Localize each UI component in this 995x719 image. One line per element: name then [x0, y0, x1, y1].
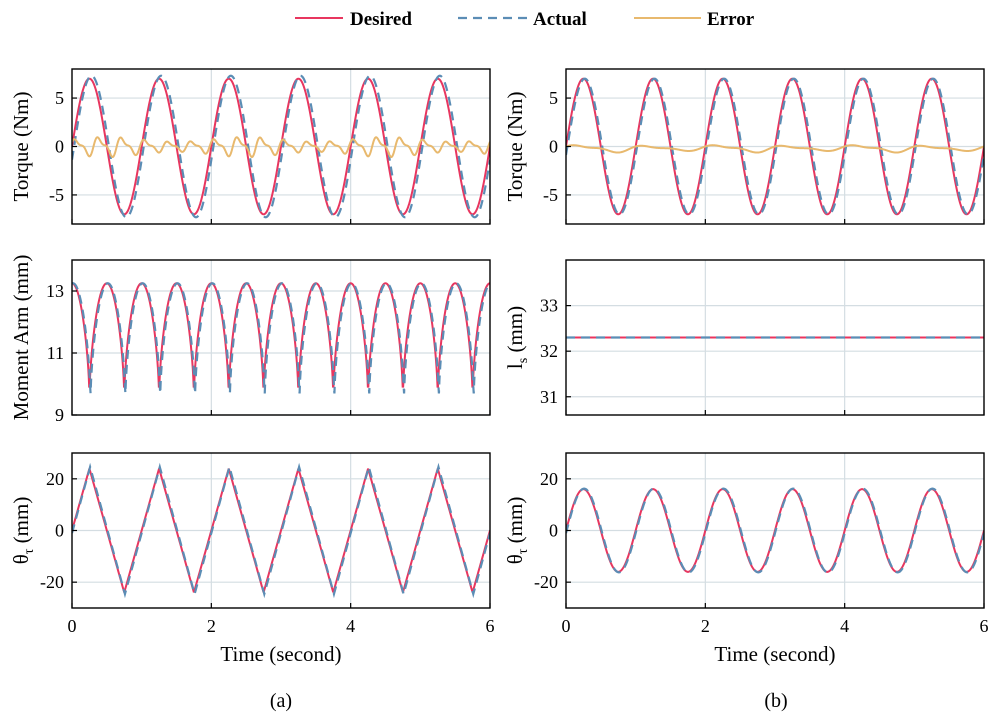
- y-tick-label: 0: [549, 521, 558, 541]
- legend-error-label: Error: [707, 9, 755, 30]
- series-desired-line: [72, 77, 490, 216]
- y-axis-label: ls (mm): [503, 306, 531, 369]
- y-tick-label: 31: [540, 387, 558, 407]
- y-tick-label: 0: [55, 137, 64, 157]
- y-axis-label: Torque (Nm): [9, 92, 33, 202]
- y-tick-label: 0: [55, 521, 64, 541]
- caption-a: (a): [270, 690, 292, 712]
- legend: Desired Actual Error: [295, 9, 755, 30]
- panel-b-ls: 33 32 31 ls (mm): [503, 259, 985, 416]
- legend-desired-label: Desired: [350, 9, 412, 30]
- x-tick-label: 4: [346, 616, 355, 636]
- x-axis-label: Time (second): [714, 642, 835, 666]
- panel-a-torque: 5 0 -5 Torque (Nm): [9, 68, 491, 225]
- axes-frame: [565, 259, 985, 416]
- x-tick-label: 6: [486, 616, 495, 636]
- y-tick-label: 11: [47, 343, 64, 363]
- series-actual-line: [566, 487, 984, 574]
- axes-frame: [71, 259, 491, 416]
- panel-a-theta: 20 0 -20 0 2 4 6 Time (second) θτ (mm): [9, 452, 495, 666]
- x-tick-label: 2: [701, 616, 710, 636]
- y-axis-label: θτ (mm): [9, 497, 37, 565]
- series-actual-line: [72, 462, 490, 599]
- y-tick-label: 32: [540, 341, 558, 361]
- series-error-line: [566, 144, 984, 154]
- y-tick-label: -20: [534, 572, 558, 592]
- y-tick-label: 0: [549, 137, 558, 157]
- y-tick-label: 20: [46, 469, 64, 489]
- x-tick-label: 6: [980, 616, 989, 636]
- legend-actual-label: Actual: [533, 9, 587, 30]
- y-tick-label: 9: [55, 405, 64, 425]
- series-error-line: [72, 136, 490, 158]
- y-tick-label: 33: [540, 296, 558, 316]
- y-axis-label: Torque (Nm): [503, 92, 527, 202]
- panel-a-moment-arm: 13 11 9 Moment Arm (mm): [9, 255, 491, 425]
- series-actual-line: [72, 74, 490, 219]
- series-actual-line: [72, 282, 490, 394]
- x-tick-label: 2: [207, 616, 216, 636]
- panel-b-theta: 20 0 -20 0 2 4 6 Time (second) θτ (mm): [503, 452, 989, 666]
- y-tick-label: 20: [540, 469, 558, 489]
- panel-b-torque: 5 0 -5 Torque (Nm): [503, 68, 985, 225]
- y-tick-label: 5: [549, 88, 558, 108]
- y-tick-label: 5: [55, 88, 64, 108]
- y-axis-label: θτ (mm): [503, 497, 531, 565]
- x-tick-label: 4: [840, 616, 849, 636]
- y-tick-label: -20: [40, 572, 64, 592]
- caption-b: (b): [764, 690, 787, 712]
- y-axis-label: Moment Arm (mm): [9, 255, 33, 421]
- y-tick-label: -5: [543, 185, 558, 205]
- y-tick-label: -5: [49, 185, 64, 205]
- x-axis-label: Time (second): [220, 642, 341, 666]
- x-tick-label: 0: [562, 616, 571, 636]
- y-tick-label: 13: [46, 281, 64, 301]
- x-tick-label: 0: [68, 616, 77, 636]
